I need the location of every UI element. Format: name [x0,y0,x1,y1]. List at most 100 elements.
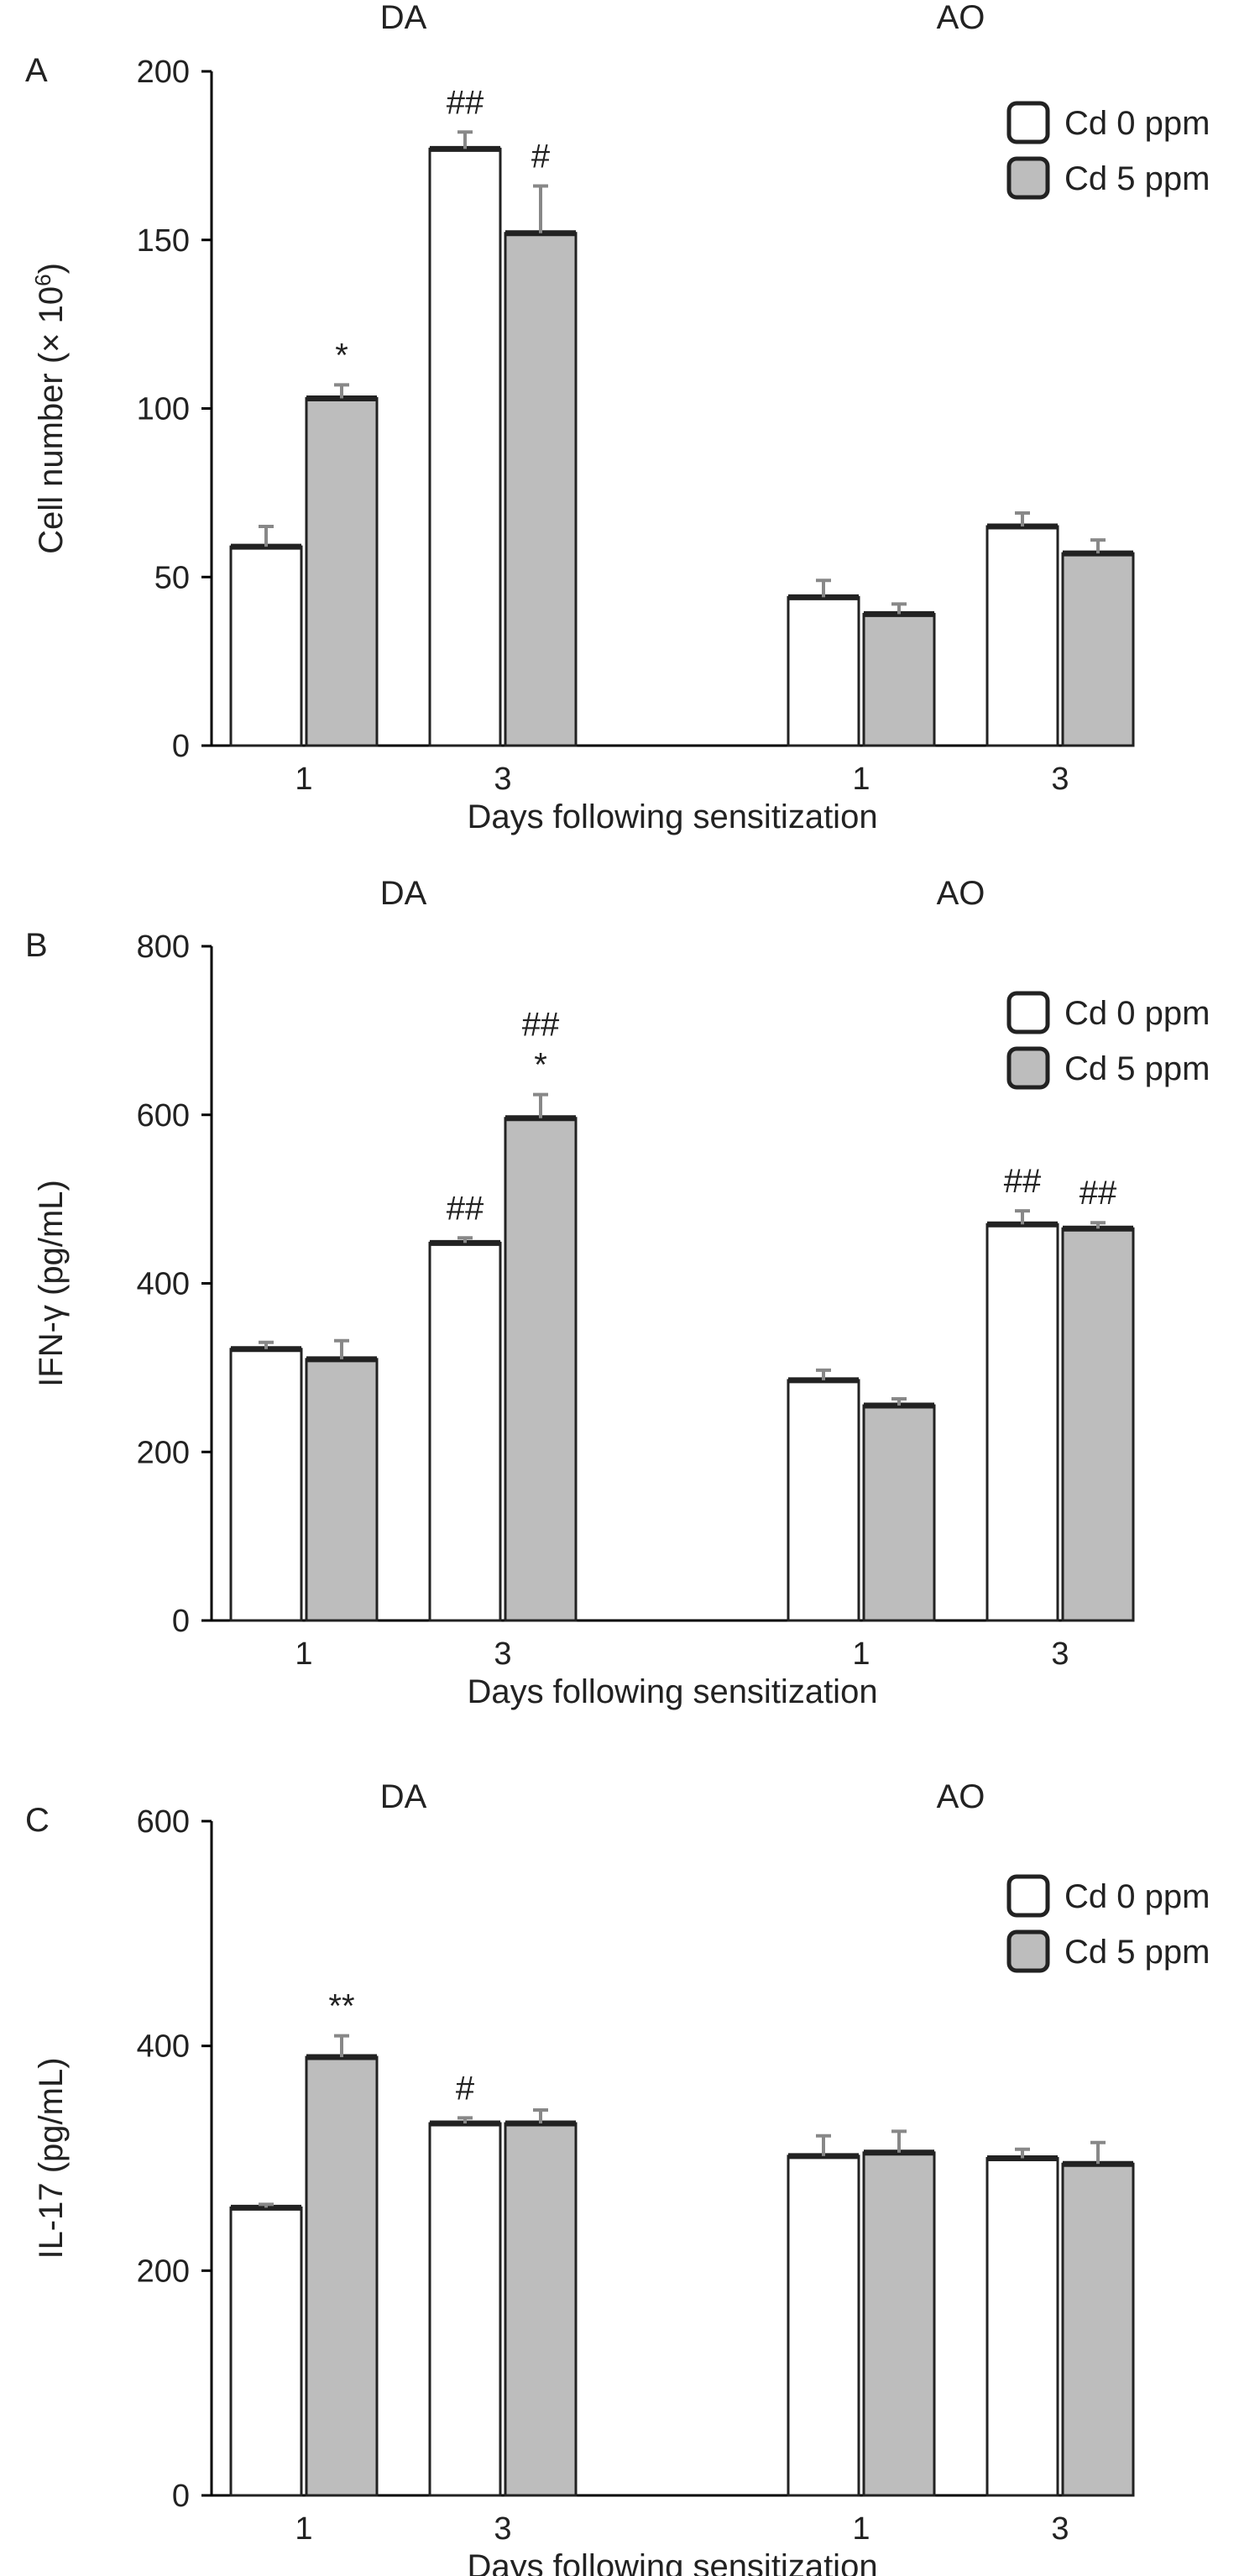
significance-label: ** [328,1988,354,2025]
bar-cd5 [305,1358,379,1622]
significance-label: ## [447,84,484,121]
bar-cd5 [504,1117,578,1622]
y-axis-title-superscript: 6 [30,274,55,285]
x-tick-label: 3 [494,1636,511,1672]
y-tick-label: 800 [137,929,190,965]
y-tick-label: 200 [137,55,190,90]
y-axis-title-tail: ) [33,263,70,274]
y-axis-title-main: Cell number (× 10 [33,286,70,554]
bar-cd0 [985,1223,1059,1622]
y-axis-title: IFN-γ (pg/mL) [33,1180,70,1387]
chart-panel-a: A 0 50 100 150 200 Cell number (× 106) DA AO ## * #… [25,0,1210,835]
legend-label: Cd 0 ppm [1064,995,1210,1032]
bar-cd0 [229,2206,303,2497]
significance-label: ## [1004,1163,1042,1200]
legend-swatch-cd5 [1006,1046,1050,1090]
significance-label: * [335,337,348,374]
x-tick-label: 1 [295,762,312,797]
significance-line: ## [447,84,484,121]
y-axis-title: Cell number (× 106) [30,263,70,554]
bar-cd5 [1061,2162,1135,2497]
group-label-da: DA [380,0,427,36]
significance-label: # [531,139,551,175]
bar-cd5 [862,1404,936,1622]
significance-line: ## [1080,1175,1117,1212]
bar-cd0 [229,1348,303,1622]
significance-label: ## [447,1190,484,1227]
bar-cd5 [305,2055,379,2497]
legend-label: Cd 5 ppm [1064,1934,1210,1971]
bar-cd5 [504,2122,578,2497]
legend-label: Cd 0 ppm [1064,105,1210,142]
bar-cd5 [305,396,379,747]
bar-cd0 [428,147,502,747]
bar-cd0 [787,595,860,747]
x-axis-title: Days following sensitization [467,1673,877,1710]
legend-label: Cd 5 ppm [1064,1050,1210,1087]
significance-line: ## [1004,1163,1042,1200]
significance-label: # [456,2070,475,2107]
x-tick-label: 1 [852,1636,870,1672]
significance-line: * [534,1047,547,1084]
significance-line: * [335,337,348,374]
significance-line: ## [522,1007,560,1044]
legend-swatch-cd0 [1006,101,1050,144]
group-label-da: DA [380,1778,427,1815]
significance-label: ## * [522,1007,560,1084]
bar-cd5 [862,2151,936,2497]
bar-cd0 [428,1241,502,1622]
y-tick-label: 0 [172,2479,190,2514]
y-tick-label: 100 [137,392,190,427]
x-tick-label: 3 [1051,2511,1069,2547]
x-tick-label: 3 [494,2511,511,2547]
group-label-da: DA [380,875,427,912]
bar-cd5 [862,612,936,747]
x-tick-label: 3 [1051,1636,1069,1672]
y-tick-label: 50 [154,560,190,595]
bar-cd0 [229,545,303,747]
y-tick-label: 0 [172,1604,190,1639]
significance-label: ## [1080,1175,1117,1212]
legend-swatch-cd5 [1006,156,1050,200]
significance-line: ## [447,1190,484,1227]
y-tick-label: 600 [137,1804,190,1840]
x-tick-label: 1 [295,2511,312,2547]
bar-cd5 [504,232,578,747]
group-label-ao: AO [937,0,985,36]
x-tick-label: 1 [852,762,870,797]
y-tick-label: 200 [137,1435,190,1470]
bar-cd0 [787,1379,860,1622]
legend-swatch-cd0 [1006,1874,1050,1918]
x-tick-label: 3 [1051,762,1069,797]
bar-cd5 [1061,1227,1135,1622]
y-axis-title-main: IFN-γ (pg/mL) [33,1180,70,1387]
legend-swatch-cd0 [1006,991,1050,1034]
bar-cd5 [1061,552,1135,747]
bar-cd0 [787,2155,860,2497]
y-tick-label: 400 [137,2029,190,2065]
significance-line: # [531,139,551,175]
significance-line: # [456,2070,475,2107]
bar-cd0 [428,2122,502,2497]
group-label-ao: AO [937,875,985,912]
panel-label: B [25,927,48,964]
x-axis-title: Days following sensitization [467,2548,877,2576]
y-tick-label: 400 [137,1267,190,1302]
x-axis-title: Days following sensitization [467,798,877,835]
y-tick-label: 0 [172,729,190,764]
bar-cd0 [985,2157,1059,2497]
x-tick-label: 1 [295,1636,312,1672]
y-tick-label: 150 [137,223,190,259]
legend-label: Cd 5 ppm [1064,160,1210,197]
x-tick-label: 1 [852,2511,870,2547]
y-tick-label: 200 [137,2254,190,2289]
panel-label: C [25,1802,50,1839]
panel-label: A [25,52,48,89]
y-axis-title-main: IL-17 (pg/mL) [33,2057,70,2259]
legend-swatch-cd5 [1006,1929,1050,1973]
y-axis-title: IL-17 (pg/mL) [33,2057,70,2259]
legend-label: Cd 0 ppm [1064,1878,1210,1915]
